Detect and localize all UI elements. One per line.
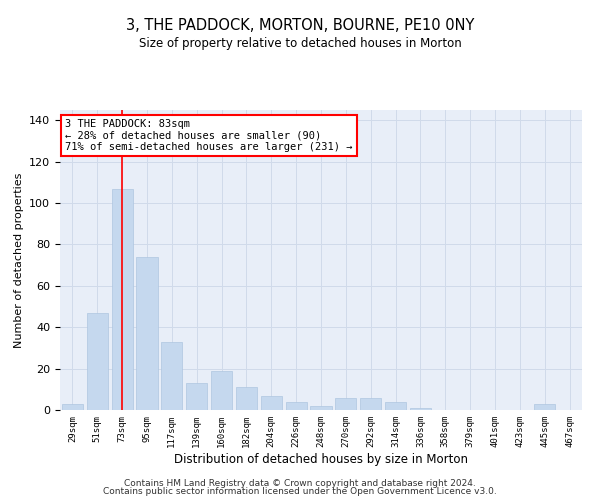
- Text: Contains public sector information licensed under the Open Government Licence v3: Contains public sector information licen…: [103, 487, 497, 496]
- Bar: [360, 398, 381, 410]
- Bar: [62, 404, 83, 410]
- Bar: [211, 370, 232, 410]
- Y-axis label: Number of detached properties: Number of detached properties: [14, 172, 23, 348]
- Bar: [87, 313, 108, 410]
- Bar: [385, 402, 406, 410]
- Bar: [136, 257, 158, 410]
- Bar: [310, 406, 332, 410]
- X-axis label: Distribution of detached houses by size in Morton: Distribution of detached houses by size …: [174, 452, 468, 466]
- Bar: [286, 402, 307, 410]
- Bar: [112, 188, 133, 410]
- Bar: [335, 398, 356, 410]
- Text: 3, THE PADDOCK, MORTON, BOURNE, PE10 0NY: 3, THE PADDOCK, MORTON, BOURNE, PE10 0NY: [126, 18, 474, 32]
- Bar: [186, 383, 207, 410]
- Text: 3 THE PADDOCK: 83sqm
← 28% of detached houses are smaller (90)
71% of semi-detac: 3 THE PADDOCK: 83sqm ← 28% of detached h…: [65, 119, 353, 152]
- Bar: [261, 396, 282, 410]
- Bar: [236, 387, 257, 410]
- Bar: [534, 404, 555, 410]
- Bar: [161, 342, 182, 410]
- Text: Contains HM Land Registry data © Crown copyright and database right 2024.: Contains HM Land Registry data © Crown c…: [124, 478, 476, 488]
- Text: Size of property relative to detached houses in Morton: Size of property relative to detached ho…: [139, 38, 461, 51]
- Bar: [410, 408, 431, 410]
